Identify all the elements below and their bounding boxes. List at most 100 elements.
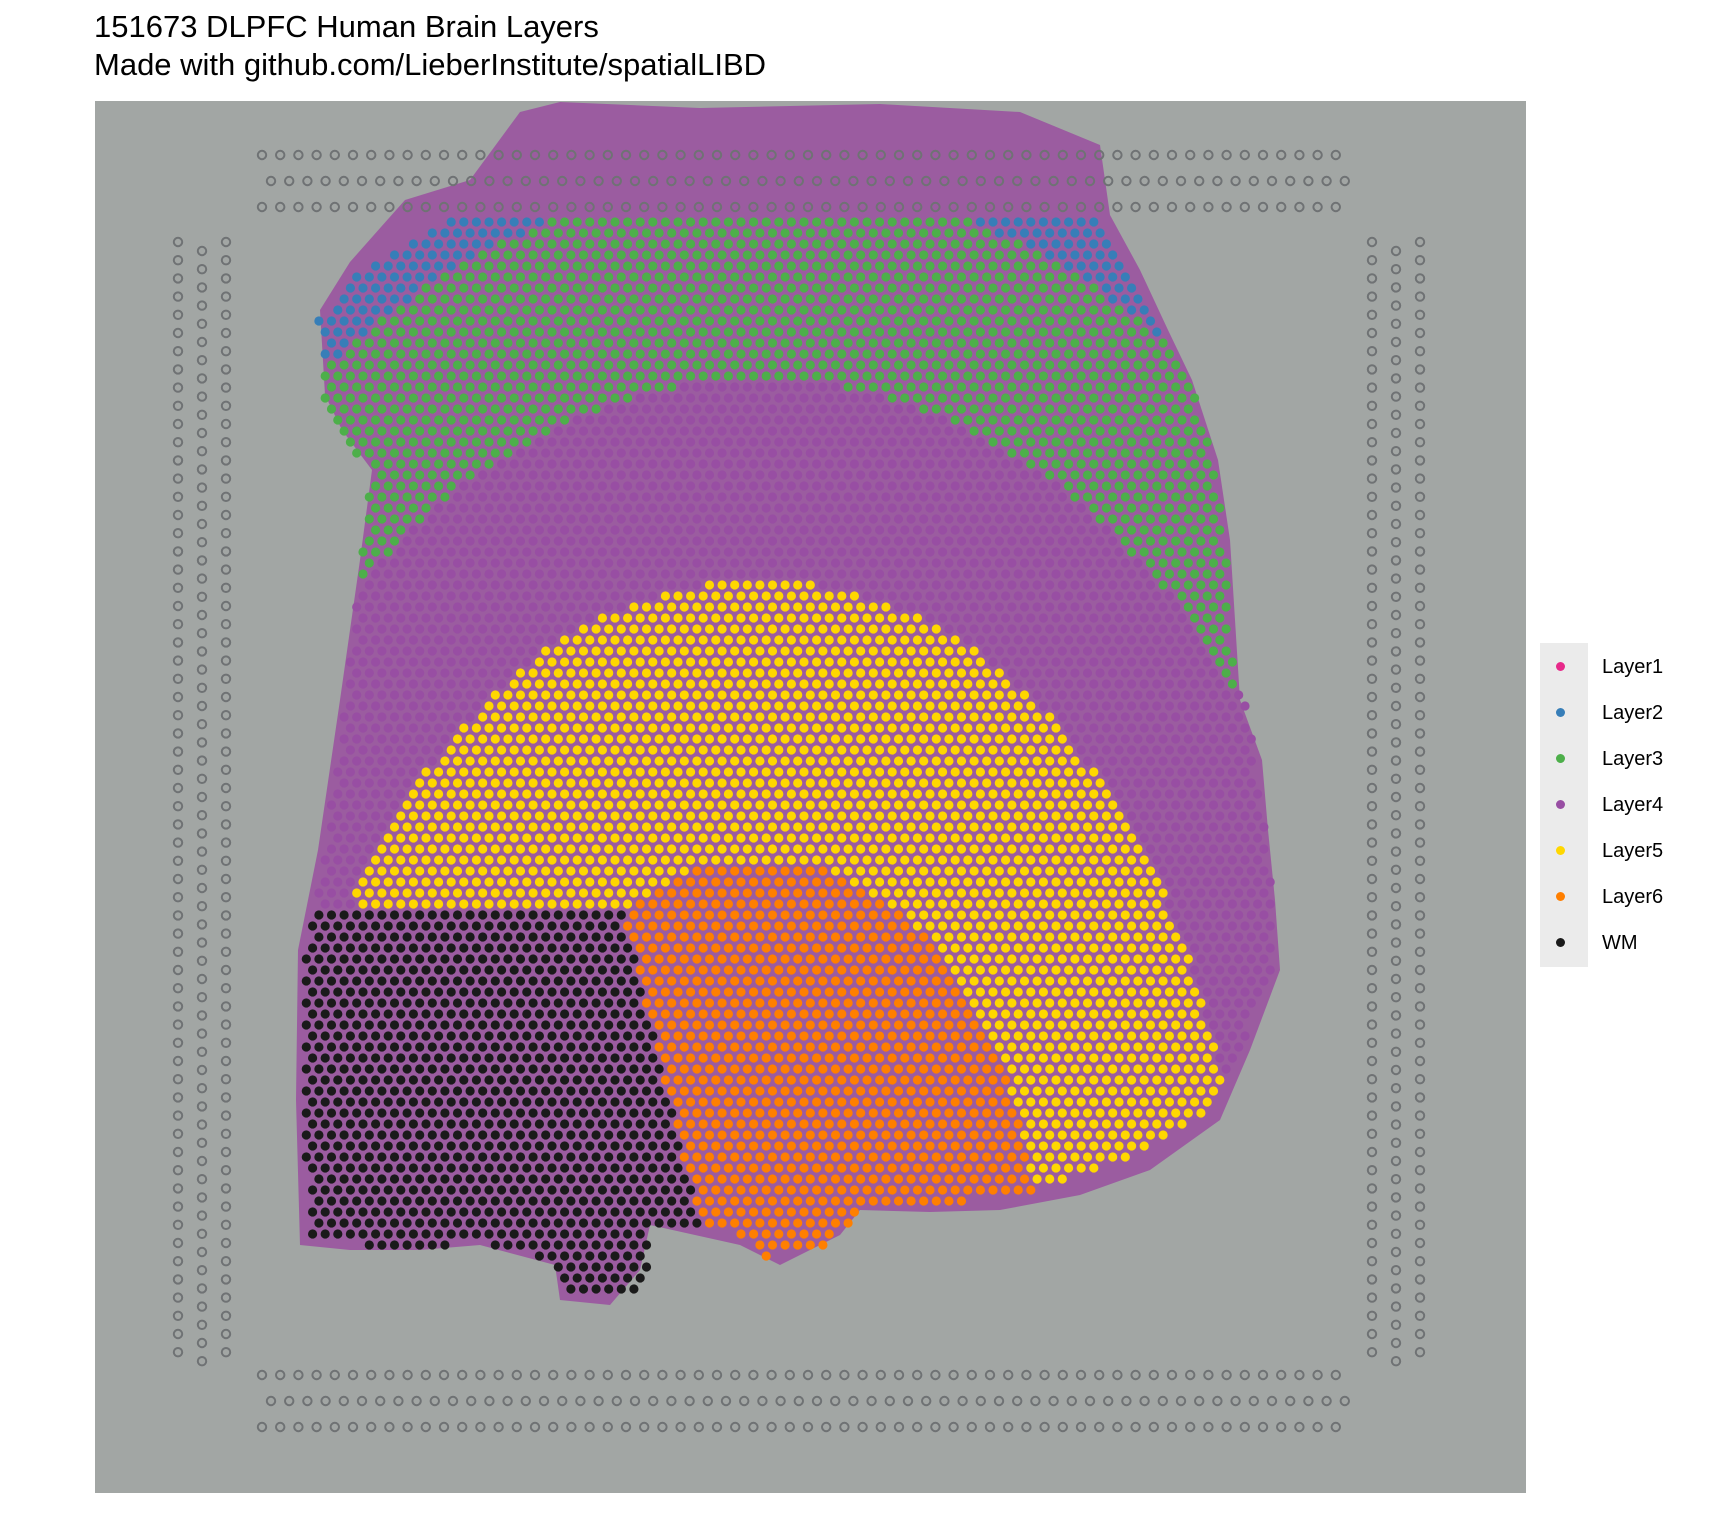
spot-layer6 <box>704 888 715 898</box>
spot-layer3 <box>849 239 860 249</box>
spot-layer5 <box>856 800 866 810</box>
spot-layer4 <box>358 767 368 777</box>
spot-layer4 <box>919 602 929 612</box>
fiducial-dot <box>1266 175 1278 187</box>
fiducial-dot <box>1066 1395 1077 1407</box>
spot-layer4 <box>1108 668 1118 678</box>
spot-layer3 <box>1120 404 1130 414</box>
spot-layer3 <box>686 305 696 315</box>
spot-layer4 <box>1234 734 1244 744</box>
spot-layer4 <box>931 470 941 480</box>
spot-layer5 <box>780 602 790 612</box>
spot-layer5 <box>641 690 652 700</box>
spot-layer4 <box>465 580 475 590</box>
fiducial-dot <box>739 175 750 187</box>
spot-layer3 <box>1114 481 1124 491</box>
spot-layer4 <box>396 635 406 645</box>
fiducial-dot <box>1366 728 1378 739</box>
spot-layer5 <box>969 822 979 832</box>
spot-layer3 <box>1013 261 1023 271</box>
fiducial-dot <box>311 149 322 161</box>
spot-layer6 <box>736 877 746 887</box>
spot-layer4 <box>547 481 557 491</box>
spot-layer5 <box>900 767 910 777</box>
spot-layer5 <box>421 767 431 777</box>
spot-layer6 <box>711 877 721 887</box>
fiducial-dot <box>196 555 208 566</box>
spot-layer3 <box>339 426 349 436</box>
spot-layer4 <box>1007 602 1017 612</box>
spot-layer5 <box>610 767 620 777</box>
spot-layer3 <box>566 316 576 326</box>
spot-layer4 <box>1183 756 1193 766</box>
fiducial-dot <box>1366 1328 1378 1340</box>
spot-layer3 <box>969 250 979 260</box>
spot-layer3 <box>975 349 986 359</box>
spot-layer4 <box>843 580 853 590</box>
spot-layer4 <box>749 437 759 447</box>
fiducial-dot <box>620 1369 632 1381</box>
fiducial-dot <box>802 1421 814 1433</box>
spot-layer3 <box>421 437 431 447</box>
spot-layer4 <box>1032 514 1042 524</box>
spot-layer4 <box>616 426 626 436</box>
spot-layer5 <box>988 833 998 843</box>
spot-layer5 <box>1026 811 1036 821</box>
spot-layer4 <box>1089 613 1099 623</box>
spot-layer3 <box>812 305 822 315</box>
spot-layer3 <box>641 338 652 348</box>
spot-layer4 <box>692 492 702 502</box>
spot-layer5 <box>654 756 664 766</box>
spot-layer4 <box>1215 855 1225 865</box>
spot-layer5 <box>465 866 475 876</box>
spot-layer5 <box>975 811 986 821</box>
spot-layer5 <box>723 745 734 755</box>
spot-layer4 <box>1133 756 1143 766</box>
spot-layer5 <box>629 844 639 854</box>
spot-layer4 <box>963 591 973 601</box>
fiducial-dot <box>1039 201 1050 213</box>
spot-layer5 <box>824 701 834 711</box>
spot-layer3 <box>1026 305 1036 315</box>
spot-layer4 <box>1183 690 1193 700</box>
spot-layer4 <box>1215 877 1225 887</box>
spot-layer4 <box>465 602 475 612</box>
spot-layer3 <box>560 327 570 337</box>
spot-layer3 <box>1007 338 1017 348</box>
spot-layer4 <box>478 492 488 502</box>
spot-layer6 <box>793 866 803 876</box>
spot-layer3 <box>843 316 853 326</box>
spot-layer4 <box>1139 789 1149 799</box>
fiducial-dot <box>821 1421 832 1433</box>
spot-layer5 <box>862 855 872 865</box>
spot-layer2 <box>326 338 337 348</box>
spot-layer3 <box>774 305 784 315</box>
spot-layer3 <box>635 217 645 227</box>
spot-layer5 <box>837 701 847 711</box>
spot-layer3 <box>654 294 664 304</box>
fiducial-dot <box>366 201 377 213</box>
spot-layer4 <box>345 745 355 755</box>
spot-layer5 <box>761 613 771 623</box>
spot-layer5 <box>931 668 941 678</box>
spot-layer2 <box>352 316 362 326</box>
spot-layer3 <box>547 217 557 227</box>
spot-layer3 <box>396 437 406 447</box>
spot-layer3 <box>553 316 563 326</box>
fiducial-dot <box>196 1246 208 1258</box>
spot-layer3 <box>969 228 979 238</box>
spot-layer4 <box>944 558 954 568</box>
spot-layer5 <box>578 734 589 744</box>
fiducial-dot <box>220 1165 232 1176</box>
spot-layer4 <box>704 382 715 392</box>
spot-layer4 <box>761 481 771 491</box>
spot-layer4 <box>333 833 343 843</box>
spot-layer3 <box>1101 459 1111 469</box>
spot-layer3 <box>963 217 973 227</box>
spot-layer4 <box>944 492 954 502</box>
spot-layer3 <box>1013 349 1023 359</box>
spot-layer4 <box>1133 558 1143 568</box>
spot-layer4 <box>364 844 374 854</box>
spot-layer5 <box>956 756 967 766</box>
spot-layer4 <box>623 569 633 579</box>
